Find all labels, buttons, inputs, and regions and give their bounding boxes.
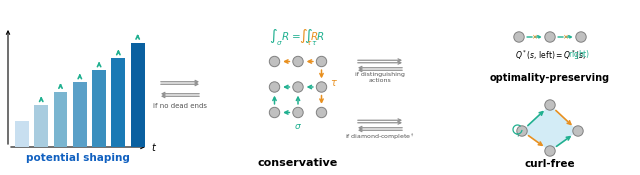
Circle shape <box>269 82 280 92</box>
Text: $\mathrm{right})$: $\mathrm{right})$ <box>568 48 590 61</box>
Text: $\times$: $\times$ <box>562 33 569 41</box>
Text: if diamond-complete$^\dagger$: if diamond-complete$^\dagger$ <box>345 132 415 142</box>
Bar <box>15 121 29 147</box>
Text: $\sigma$: $\sigma$ <box>294 122 302 131</box>
Circle shape <box>316 82 326 92</box>
Bar <box>92 70 106 147</box>
Circle shape <box>269 107 280 118</box>
Circle shape <box>514 32 524 42</box>
Circle shape <box>269 56 280 67</box>
Circle shape <box>316 56 326 67</box>
Bar <box>35 105 48 147</box>
Text: potential shaping: potential shaping <box>26 153 130 163</box>
Text: optimality-preserving: optimality-preserving <box>490 73 610 83</box>
Circle shape <box>545 146 556 156</box>
Text: conservative: conservative <box>258 159 338 169</box>
Circle shape <box>316 107 326 118</box>
Text: $\int_\tau R$: $\int_\tau R$ <box>300 28 319 48</box>
Bar <box>131 43 145 147</box>
Bar <box>54 92 67 147</box>
Bar <box>73 82 87 147</box>
Text: $\tau$: $\tau$ <box>330 78 338 88</box>
Circle shape <box>545 100 556 110</box>
Polygon shape <box>522 105 578 151</box>
Text: $Q^*(s,\,\mathrm{left}) = Q^*(s,\,$: $Q^*(s,\,\mathrm{left}) = Q^*(s,\,$ <box>515 48 586 62</box>
Circle shape <box>292 56 303 67</box>
Bar <box>111 58 125 147</box>
Text: if distinguishing
actions: if distinguishing actions <box>355 72 405 83</box>
Text: $\int_\sigma R\,=\,\int_\tau R$: $\int_\sigma R\,=\,\int_\tau R$ <box>269 28 324 48</box>
Text: $t$: $t$ <box>151 141 157 153</box>
Circle shape <box>292 82 303 92</box>
Circle shape <box>292 107 303 118</box>
Text: if no dead ends: if no dead ends <box>153 103 207 109</box>
Circle shape <box>573 126 583 136</box>
Circle shape <box>517 126 527 136</box>
Circle shape <box>576 32 586 42</box>
Circle shape <box>545 32 556 42</box>
Text: $\times$: $\times$ <box>531 33 538 41</box>
Text: curl-free: curl-free <box>525 159 575 169</box>
